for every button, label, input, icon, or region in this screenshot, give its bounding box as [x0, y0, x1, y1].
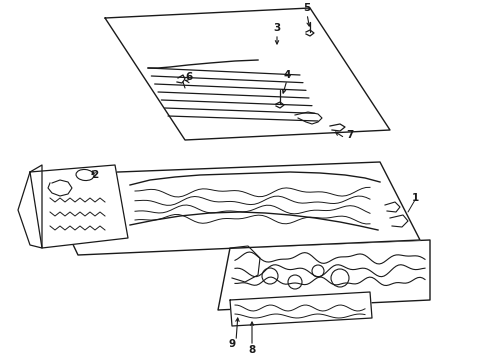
Text: 4: 4 — [283, 70, 291, 80]
Text: 8: 8 — [248, 345, 256, 355]
Text: 2: 2 — [91, 170, 98, 180]
Text: 7: 7 — [346, 130, 354, 140]
Polygon shape — [218, 240, 430, 310]
Text: 1: 1 — [412, 193, 418, 203]
Polygon shape — [30, 165, 128, 248]
Text: 6: 6 — [185, 72, 193, 82]
Polygon shape — [105, 8, 390, 140]
Text: 5: 5 — [303, 3, 311, 13]
Polygon shape — [18, 165, 42, 248]
Text: 9: 9 — [228, 339, 236, 349]
Polygon shape — [230, 292, 372, 326]
Polygon shape — [40, 162, 420, 255]
Text: 3: 3 — [273, 23, 281, 33]
